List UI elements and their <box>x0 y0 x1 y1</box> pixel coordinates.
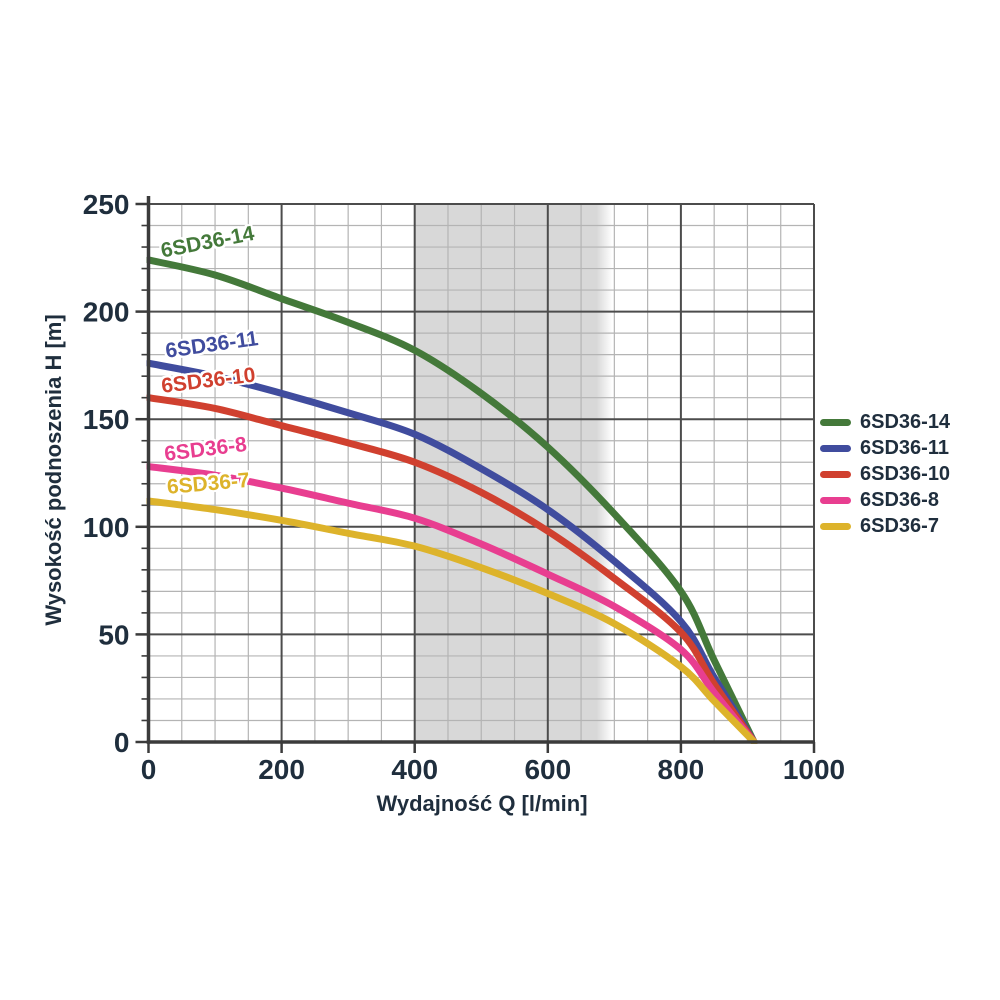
y-axis-title: Wysokość podnoszenia H [m] <box>41 314 66 626</box>
legend-item: 6SD36-8 <box>820 487 950 513</box>
svg-text:200: 200 <box>258 754 305 785</box>
legend-swatch-6sd36-7 <box>820 522 851 530</box>
svg-text:600: 600 <box>524 754 571 785</box>
legend-label: 6SD36-8 <box>860 488 939 511</box>
svg-text:50: 50 <box>98 619 129 650</box>
legend-item: 6SD36-10 <box>820 461 950 487</box>
legend-swatch-6sd36-8 <box>820 496 851 504</box>
svg-text:400: 400 <box>391 754 438 785</box>
svg-text:0: 0 <box>141 754 157 785</box>
legend-item: 6SD36-7 <box>820 513 950 539</box>
legend-label: 6SD36-14 <box>860 410 951 433</box>
legend-item: 6SD36-14 <box>820 409 950 435</box>
svg-text:200: 200 <box>83 297 130 328</box>
legend-label: 6SD36-7 <box>860 514 939 537</box>
legend-swatch-6sd36-14 <box>820 418 851 426</box>
svg-text:250: 250 <box>83 189 130 220</box>
legend-swatch-6sd36-11 <box>820 444 851 452</box>
svg-text:800: 800 <box>658 754 705 785</box>
svg-text:1000: 1000 <box>783 754 845 785</box>
legend-label: 6SD36-10 <box>860 462 951 485</box>
legend-label: 6SD36-11 <box>860 436 949 459</box>
legend-item: 6SD36-11 <box>820 435 950 461</box>
legend-swatch-6sd36-10 <box>820 470 851 478</box>
svg-text:100: 100 <box>83 512 130 543</box>
svg-text:0: 0 <box>114 727 130 758</box>
legend: 6SD36-14 6SD36-11 6SD36-10 6SD36-8 6SD36… <box>820 409 950 539</box>
x-axis-title: Wydajność Q [l/min] <box>376 791 588 816</box>
svg-text:150: 150 <box>83 404 130 435</box>
